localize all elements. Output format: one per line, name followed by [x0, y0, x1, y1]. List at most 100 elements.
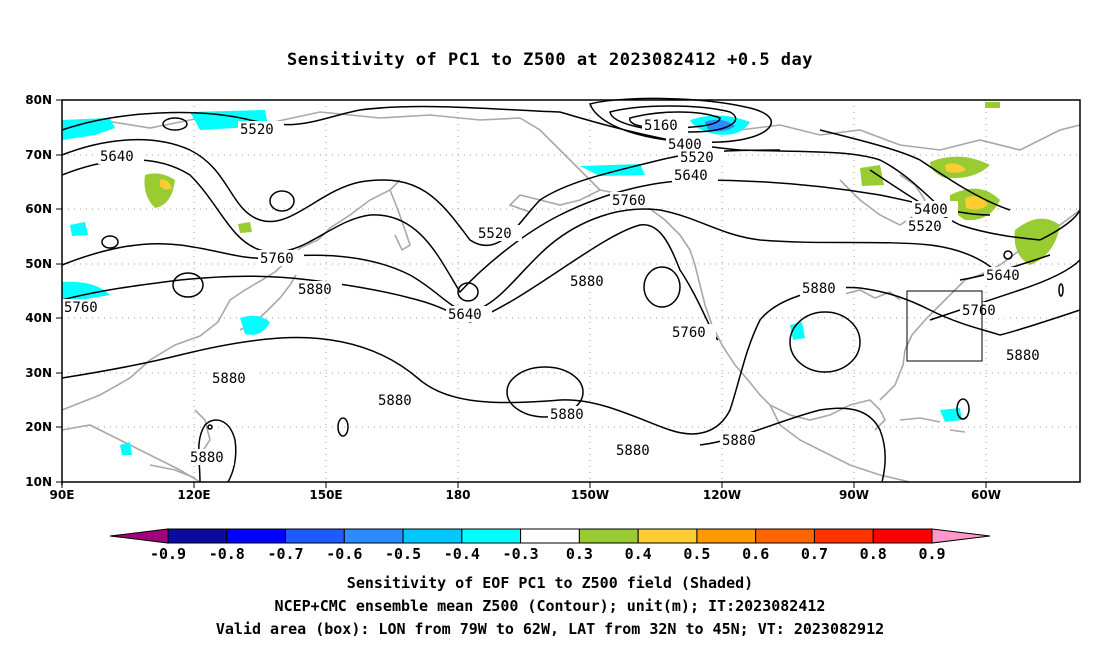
svg-text:5880: 5880 — [550, 407, 584, 423]
colorbar-tick-label: 0.6 — [742, 545, 769, 563]
contour-label: 5880 — [296, 281, 342, 298]
colorbar-tick-label: 0.8 — [860, 545, 887, 563]
colorbar-swatch — [167, 528, 228, 544]
colorbar-swatch — [578, 528, 639, 544]
lat-label: 70N — [25, 148, 52, 162]
colorbar-tick-label: 0.4 — [625, 545, 652, 563]
lon-label: 60W — [971, 488, 1001, 502]
contour-label: 5520 — [476, 225, 522, 242]
caption-line-2: NCEP+CMC ensemble mean Z500 (Contour); u… — [274, 597, 826, 615]
lat-label: 60N — [25, 202, 52, 216]
lat-label: 50N — [25, 257, 52, 271]
contour-label: 5520 — [678, 149, 724, 166]
caption-line-3: Valid area (box): LON from 79W to 62W, L… — [215, 620, 885, 638]
svg-text:5520: 5520 — [908, 219, 942, 235]
contour-label: 5880 — [568, 273, 614, 290]
contour-label: 5640 — [446, 306, 492, 323]
contour-label: 5760 — [610, 192, 656, 209]
contour-label: 5520 — [238, 121, 284, 138]
colorbar-swatch — [696, 528, 757, 544]
colorbar-swatch — [637, 528, 698, 544]
colorbar-tick-label: -0.4 — [444, 545, 480, 563]
svg-text:5760: 5760 — [672, 325, 706, 341]
lon-label: 150W — [571, 488, 609, 502]
colorbar-triangle-high — [931, 528, 991, 544]
svg-text:5760: 5760 — [962, 303, 996, 319]
colorbar-triangle-low — [109, 528, 169, 544]
contour-label: 5640 — [984, 267, 1030, 284]
colorbar-swatch — [813, 528, 874, 544]
caption-line-1: Sensitivity of EOF PC1 to Z500 field (Sh… — [346, 574, 754, 592]
svg-text:5880: 5880 — [570, 274, 604, 290]
colorbar-tick-label: 0.3 — [566, 545, 593, 563]
colorbar-tick-label: 0.5 — [683, 545, 710, 563]
colorbar-swatch — [461, 528, 522, 544]
colorbar-tick-label: -0.9 — [150, 545, 186, 563]
svg-text:5520: 5520 — [478, 226, 512, 242]
colorbar-swatch — [285, 528, 345, 544]
colorbar: -0.9 -0.8 -0.7 -0.6 -0.5 -0.4 -0.3 0.3 0.4 0.5 0.6… — [109, 528, 991, 563]
lon-label: 120W — [703, 488, 741, 502]
contour-label: 5880 — [210, 370, 256, 387]
contour-label: 5880 — [720, 432, 766, 449]
svg-text:5640: 5640 — [100, 149, 134, 165]
latitude-labels: 80N 70N 60N 50N 40N 30N 20N 10N — [25, 93, 52, 489]
lon-label: 150E — [309, 488, 342, 502]
contour-label: 5760 — [258, 250, 304, 267]
contour-label: 5640 — [672, 167, 718, 184]
lon-label: 120E — [177, 488, 210, 502]
lon-label: 90W — [839, 488, 869, 502]
contour-label: 5880 — [800, 280, 846, 297]
map-frame — [61, 99, 1081, 483]
longitude-labels: 90E 120E 150E 180 150W 120W 90W 60W — [50, 488, 1001, 502]
colorbar-tick-label: -0.3 — [503, 545, 539, 563]
svg-text:5880: 5880 — [1006, 348, 1040, 364]
lon-label: 90E — [50, 488, 75, 502]
colorbar-tick-label: -0.8 — [209, 545, 245, 563]
contour-label: 5880 — [188, 449, 234, 466]
svg-text:5760: 5760 — [64, 300, 98, 316]
svg-text:5640: 5640 — [674, 168, 708, 184]
svg-text:5880: 5880 — [378, 393, 412, 409]
svg-text:5880: 5880 — [298, 282, 332, 298]
lat-label: 20N — [25, 420, 52, 434]
contour-label: 5760 — [670, 324, 716, 341]
svg-text:5880: 5880 — [190, 450, 224, 466]
colorbar-tick-label: -0.6 — [326, 545, 362, 563]
contour-label: 5520 — [906, 218, 952, 235]
sensitivity-shading — [62, 102, 1060, 455]
lon-label: 180 — [445, 488, 470, 502]
colorbar-tick-label: 0.7 — [801, 545, 828, 563]
contour-label: 5760 — [960, 302, 1006, 319]
svg-text:5520: 5520 — [680, 150, 714, 166]
lat-label: 40N — [25, 311, 52, 325]
svg-text:5880: 5880 — [722, 433, 756, 449]
lat-label: 30N — [25, 366, 52, 380]
svg-text:5880: 5880 — [212, 371, 246, 387]
svg-text:5520: 5520 — [240, 122, 274, 138]
svg-text:5640: 5640 — [986, 268, 1020, 284]
svg-text:5160: 5160 — [644, 118, 678, 134]
colorbar-tick-label: 0.9 — [918, 545, 945, 563]
svg-text:5760: 5760 — [612, 193, 646, 209]
axis-ticks — [56, 99, 987, 488]
contour-label: 5400 — [912, 201, 958, 218]
colorbar-swatch — [226, 528, 287, 544]
contour-label: 5160 — [642, 117, 688, 134]
colorbar-swatch — [755, 528, 815, 544]
lat-label: 80N — [25, 93, 52, 107]
valid-area-box — [906, 290, 983, 362]
svg-text:5880: 5880 — [616, 443, 650, 459]
contour-label: 5880 — [548, 406, 594, 423]
contour-label: 5640 — [98, 148, 144, 165]
contour-labels: 5520 5640 5160 5400 5520 5640 5760 5520 … — [62, 117, 1050, 466]
colorbar-tick-label: -0.5 — [385, 545, 421, 563]
colorbar-swatch — [520, 528, 580, 544]
colorbar-swatch — [402, 528, 463, 544]
contour-label: 5880 — [614, 442, 660, 459]
colorbar-swatch — [872, 528, 933, 544]
lat-label: 10N — [25, 475, 52, 489]
colorbar-swatch — [343, 528, 404, 544]
plot-title: Sensitivity of PC1 to Z500 at 2023082412… — [286, 50, 813, 70]
